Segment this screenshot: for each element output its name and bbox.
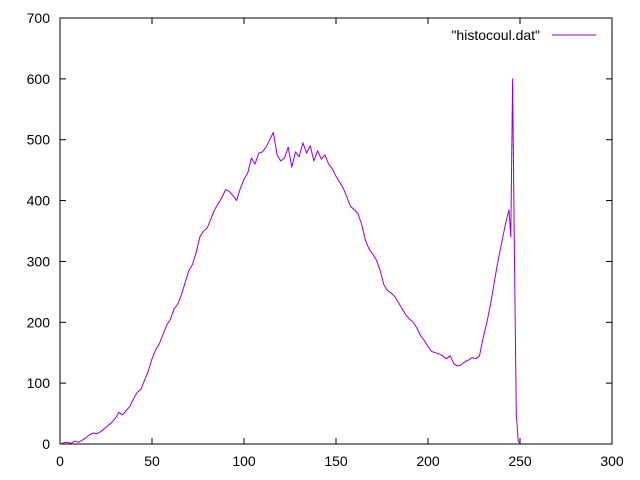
- y-tick-label: 500: [27, 132, 51, 148]
- y-tick-label: 100: [27, 375, 51, 391]
- x-tick-label: 150: [324, 453, 348, 469]
- y-tick-label: 200: [27, 314, 51, 330]
- series-layer: [59, 78, 521, 445]
- x-tick-label: 50: [144, 453, 160, 469]
- y-tick-label: 600: [27, 71, 51, 87]
- x-tick-label: 200: [416, 453, 440, 469]
- legend: "histocoul.dat": [451, 27, 596, 43]
- x-tick-label: 300: [600, 453, 624, 469]
- x-tick-label: 0: [56, 453, 64, 469]
- x-tick-label: 250: [508, 453, 532, 469]
- y-tick-label: 700: [27, 10, 51, 26]
- y-tick-label: 300: [27, 253, 51, 269]
- y-tick-label: 400: [27, 193, 51, 209]
- y-axis: 0 100 200 300 400 500 600 700: [27, 10, 612, 452]
- y-tick-label: 0: [42, 436, 50, 452]
- legend-label: "histocoul.dat": [451, 27, 540, 43]
- plot-frame: [59, 17, 613, 445]
- series-line-0: [59, 78, 521, 445]
- x-tick-label: 100: [232, 453, 256, 469]
- x-axis: 0 50 100 150 200 250 300: [56, 18, 624, 469]
